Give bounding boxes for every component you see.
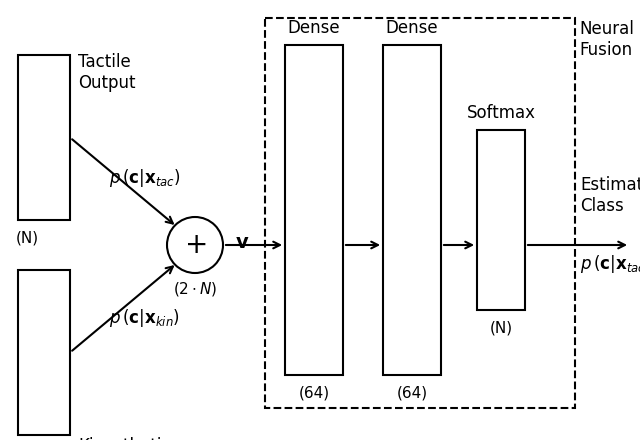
Text: (N): (N) — [16, 231, 39, 246]
Text: $(2 \cdot N)$: $(2 \cdot N)$ — [173, 280, 217, 298]
Text: Dense: Dense — [288, 19, 340, 37]
Text: $p\,(\mathbf{c}|\mathbf{x}_{tac},\mathbf{x}_{kin})$: $p\,(\mathbf{c}|\mathbf{x}_{tac},\mathbf… — [580, 253, 640, 275]
Text: (64): (64) — [396, 385, 428, 400]
Text: $\mathbf{v}$: $\mathbf{v}$ — [235, 234, 250, 253]
Text: Neural
Fusion: Neural Fusion — [579, 20, 634, 59]
Bar — [18, 270, 70, 435]
Bar — [285, 45, 343, 375]
Text: $p\,(\mathbf{c}|\mathbf{x}_{tac})$: $p\,(\mathbf{c}|\mathbf{x}_{tac})$ — [109, 167, 181, 189]
Bar — [265, 18, 575, 408]
Text: $p\,(\mathbf{c}|\mathbf{x}_{kin})$: $p\,(\mathbf{c}|\mathbf{x}_{kin})$ — [109, 307, 180, 329]
Text: Tactile
Output: Tactile Output — [78, 53, 136, 92]
Bar — [18, 55, 70, 220]
Text: Estimated
Class: Estimated Class — [580, 176, 640, 215]
Text: (N): (N) — [490, 320, 513, 335]
Text: Dense: Dense — [386, 19, 438, 37]
Bar — [477, 130, 525, 310]
Bar — [383, 45, 441, 375]
Text: Kinesthetic
Output: Kinesthetic Output — [78, 437, 170, 440]
Text: $+$: $+$ — [184, 231, 206, 259]
Text: (64): (64) — [298, 385, 330, 400]
Text: Softmax: Softmax — [467, 104, 536, 122]
Circle shape — [167, 217, 223, 273]
